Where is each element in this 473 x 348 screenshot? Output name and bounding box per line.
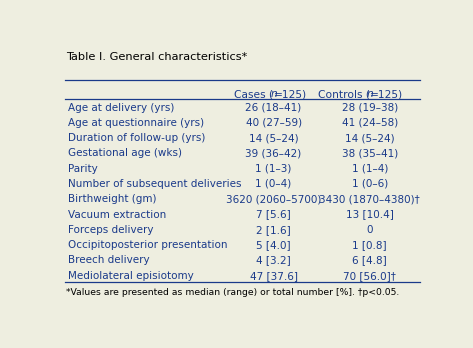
Text: Duration of follow-up (yrs): Duration of follow-up (yrs) xyxy=(68,133,205,143)
Text: 1 [0.8]: 1 [0.8] xyxy=(352,240,387,250)
Text: Gestational age (wks): Gestational age (wks) xyxy=(68,148,182,158)
Text: 26 (18–41): 26 (18–41) xyxy=(245,103,302,113)
Text: 4 [3.2]: 4 [3.2] xyxy=(256,255,291,265)
Text: 1 (1–3): 1 (1–3) xyxy=(255,164,292,174)
Text: 38 (35–41): 38 (35–41) xyxy=(342,148,398,158)
Text: Age at questionnaire (yrs): Age at questionnaire (yrs) xyxy=(68,118,204,128)
Text: n: n xyxy=(367,89,373,100)
Text: 41 (24–58): 41 (24–58) xyxy=(342,118,398,128)
Text: 14 (5–24): 14 (5–24) xyxy=(249,133,298,143)
Text: 3620 (2060–5700): 3620 (2060–5700) xyxy=(226,194,321,204)
Text: Age at delivery (yrs): Age at delivery (yrs) xyxy=(68,103,174,113)
Text: Number of subsequent deliveries: Number of subsequent deliveries xyxy=(68,179,241,189)
Text: n: n xyxy=(270,89,277,100)
Text: Forceps delivery: Forceps delivery xyxy=(68,225,153,235)
Text: 47 [37.6]: 47 [37.6] xyxy=(250,271,298,280)
Text: 5 [4.0]: 5 [4.0] xyxy=(256,240,291,250)
Text: 1 (1–4): 1 (1–4) xyxy=(351,164,388,174)
Text: Table I. General characteristics*: Table I. General characteristics* xyxy=(66,52,248,62)
Text: 70 [56.0]†: 70 [56.0]† xyxy=(343,271,396,280)
Text: 40 (27–59): 40 (27–59) xyxy=(245,118,302,128)
Text: *Values are presented as median (range) or total number [%]. †p<0.05.: *Values are presented as median (range) … xyxy=(66,288,400,297)
Text: 28 (19–38): 28 (19–38) xyxy=(342,103,398,113)
Text: 39 (36–42): 39 (36–42) xyxy=(245,148,302,158)
Text: 14 (5–24): 14 (5–24) xyxy=(345,133,394,143)
Text: 7 [5.6]: 7 [5.6] xyxy=(256,209,291,220)
Text: Birthweight (gm): Birthweight (gm) xyxy=(68,194,156,204)
Text: Controls (: Controls ( xyxy=(318,89,370,100)
Text: Cases (: Cases ( xyxy=(235,89,273,100)
Text: 6 [4.8]: 6 [4.8] xyxy=(352,255,387,265)
Text: 3430 (1870–4380)†: 3430 (1870–4380)† xyxy=(319,194,420,204)
Text: 2 [1.6]: 2 [1.6] xyxy=(256,225,291,235)
Text: 0: 0 xyxy=(367,225,373,235)
Text: Parity: Parity xyxy=(68,164,97,174)
Text: 13 [10.4]: 13 [10.4] xyxy=(346,209,394,220)
Text: Breech delivery: Breech delivery xyxy=(68,255,149,265)
Text: 1 (0–6): 1 (0–6) xyxy=(351,179,388,189)
Text: 1 (0–4): 1 (0–4) xyxy=(255,179,292,189)
Text: Mediolateral episiotomy: Mediolateral episiotomy xyxy=(68,271,193,280)
Text: Occipitoposterior presentation: Occipitoposterior presentation xyxy=(68,240,227,250)
Text: =125): =125) xyxy=(370,89,403,100)
Text: =125): =125) xyxy=(273,89,307,100)
Text: Vacuum extraction: Vacuum extraction xyxy=(68,209,166,220)
